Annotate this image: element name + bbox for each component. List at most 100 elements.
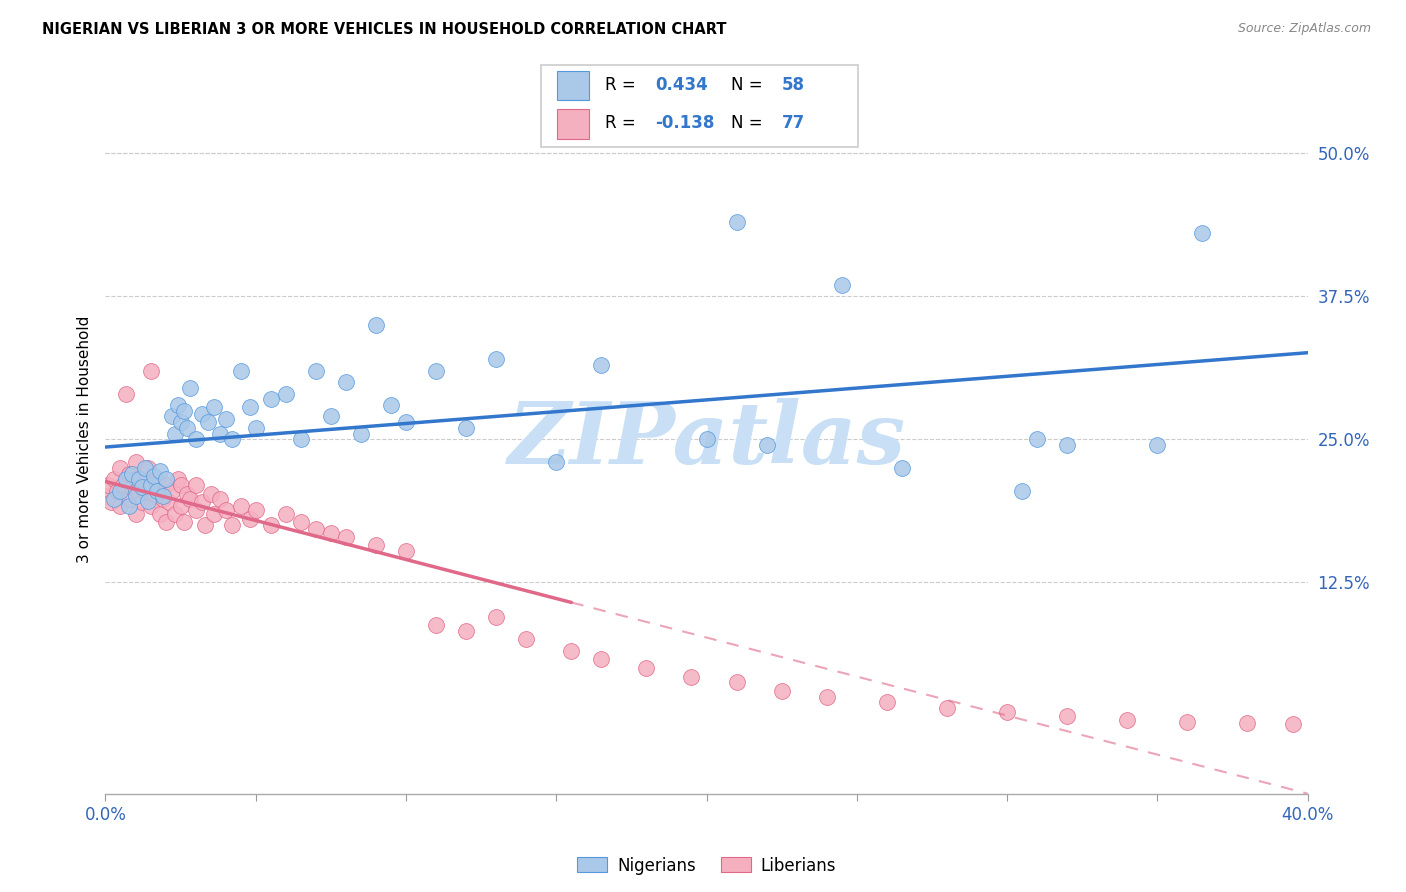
Point bbox=[1281, 717, 1303, 731]
Point bbox=[97, 478, 120, 492]
Point bbox=[290, 515, 312, 529]
Point bbox=[485, 352, 508, 367]
Point bbox=[169, 499, 191, 513]
Point bbox=[995, 705, 1018, 719]
Point bbox=[179, 381, 201, 395]
Point bbox=[155, 478, 177, 492]
Point bbox=[274, 386, 297, 401]
Point bbox=[184, 478, 207, 492]
Point bbox=[1175, 714, 1198, 729]
Point bbox=[239, 512, 262, 526]
Point bbox=[221, 518, 243, 533]
Text: 77: 77 bbox=[782, 114, 806, 132]
Point bbox=[173, 515, 195, 529]
Point bbox=[245, 503, 267, 517]
Point bbox=[319, 526, 342, 541]
Point bbox=[166, 398, 188, 412]
Point bbox=[173, 403, 195, 417]
Point bbox=[202, 401, 225, 415]
Point bbox=[115, 472, 138, 486]
Point bbox=[890, 461, 912, 475]
Point bbox=[145, 483, 167, 498]
Point bbox=[142, 469, 165, 483]
Point bbox=[350, 426, 373, 441]
Point bbox=[136, 461, 159, 475]
Legend: Nigerians, Liberians: Nigerians, Liberians bbox=[571, 850, 842, 881]
Point bbox=[128, 487, 150, 501]
Point bbox=[454, 624, 477, 639]
Point bbox=[124, 490, 146, 504]
Point bbox=[260, 518, 283, 533]
Point bbox=[1236, 715, 1258, 730]
Point bbox=[725, 674, 748, 689]
Point bbox=[152, 491, 174, 506]
Point bbox=[124, 455, 146, 469]
Point bbox=[190, 407, 212, 421]
Text: NIGERIAN VS LIBERIAN 3 OR MORE VEHICLES IN HOUSEHOLD CORRELATION CHART: NIGERIAN VS LIBERIAN 3 OR MORE VEHICLES … bbox=[42, 22, 727, 37]
Point bbox=[364, 537, 387, 551]
Point bbox=[1191, 227, 1213, 241]
Point bbox=[145, 472, 167, 486]
Point bbox=[131, 480, 153, 494]
Text: 0.434: 0.434 bbox=[655, 76, 709, 95]
Point bbox=[208, 426, 231, 441]
Point bbox=[155, 515, 177, 529]
Text: N =: N = bbox=[731, 76, 768, 95]
Point bbox=[319, 409, 342, 424]
Point bbox=[591, 652, 613, 666]
Point bbox=[155, 472, 177, 486]
Point bbox=[380, 398, 402, 412]
Point bbox=[725, 215, 748, 229]
Point bbox=[163, 426, 186, 441]
Point bbox=[636, 661, 658, 675]
Point bbox=[197, 415, 219, 429]
Point bbox=[1011, 483, 1033, 498]
Point bbox=[121, 467, 143, 481]
Point bbox=[245, 421, 267, 435]
Point bbox=[831, 277, 853, 292]
Point bbox=[152, 490, 174, 504]
Point bbox=[139, 364, 162, 378]
Point bbox=[515, 632, 537, 647]
Point bbox=[290, 433, 312, 447]
Point bbox=[681, 670, 703, 684]
Point bbox=[103, 472, 125, 486]
Text: N =: N = bbox=[731, 114, 768, 132]
Point bbox=[142, 487, 165, 501]
Point bbox=[160, 409, 183, 424]
Point bbox=[131, 472, 153, 486]
Bar bbox=[557, 70, 589, 101]
Y-axis label: 3 or more Vehicles in Household: 3 or more Vehicles in Household bbox=[76, 316, 91, 563]
Point bbox=[194, 518, 217, 533]
Point bbox=[696, 433, 718, 447]
Point bbox=[107, 483, 129, 498]
Point bbox=[94, 490, 117, 504]
Point bbox=[214, 411, 236, 425]
Text: Source: ZipAtlas.com: Source: ZipAtlas.com bbox=[1237, 22, 1371, 36]
Point bbox=[163, 507, 186, 521]
Point bbox=[103, 491, 125, 506]
Point bbox=[179, 491, 201, 506]
Point bbox=[229, 499, 252, 513]
Point bbox=[335, 375, 357, 389]
Point bbox=[335, 529, 357, 543]
Text: R =: R = bbox=[605, 76, 641, 95]
Point bbox=[239, 401, 262, 415]
Point bbox=[1026, 433, 1049, 447]
Point bbox=[148, 464, 170, 478]
Point bbox=[128, 472, 150, 486]
Point bbox=[1116, 713, 1139, 727]
Text: R =: R = bbox=[605, 114, 641, 132]
FancyBboxPatch shape bbox=[541, 65, 858, 147]
Point bbox=[591, 358, 613, 372]
Point bbox=[169, 478, 191, 492]
Point bbox=[176, 487, 198, 501]
Point bbox=[815, 690, 838, 704]
Point bbox=[124, 472, 146, 486]
Text: 58: 58 bbox=[782, 76, 804, 95]
Point bbox=[118, 467, 141, 481]
Point bbox=[274, 507, 297, 521]
Point bbox=[190, 495, 212, 509]
Point bbox=[260, 392, 283, 407]
Point bbox=[770, 684, 793, 698]
